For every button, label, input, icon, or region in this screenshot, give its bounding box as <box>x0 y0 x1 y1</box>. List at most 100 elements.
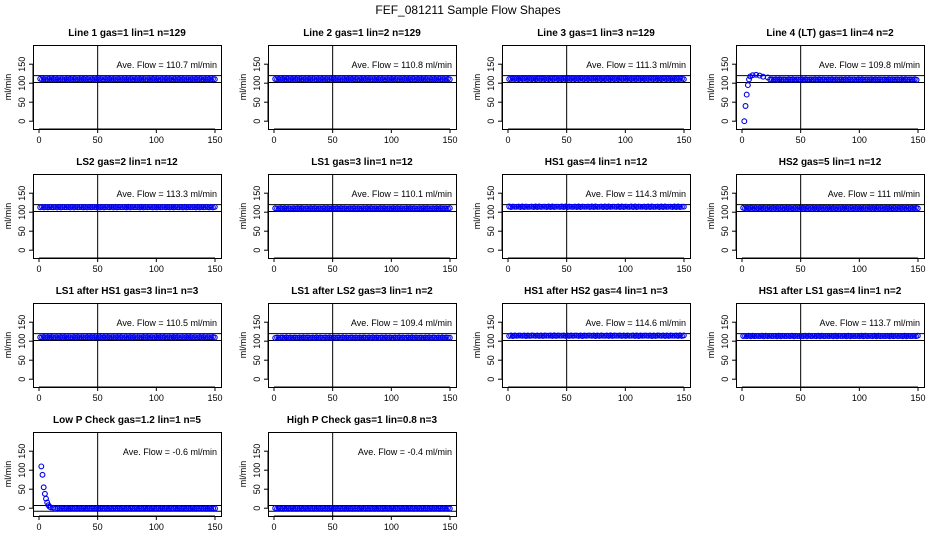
data-point <box>50 334 57 341</box>
x-tick-label: 50 <box>328 135 338 145</box>
x-tick-label: 150 <box>207 135 222 145</box>
data-points <box>272 334 453 341</box>
panel-title: LS1 gas=3 lin=1 n=12 <box>311 157 413 168</box>
data-point <box>633 75 640 82</box>
data-point <box>352 76 359 82</box>
data-point <box>334 334 341 341</box>
data-point <box>837 333 844 340</box>
data-point <box>206 334 213 341</box>
x-tick-label: 100 <box>618 264 633 274</box>
x-tick-label: 0 <box>36 522 41 532</box>
data-point <box>524 203 531 210</box>
data-point <box>543 332 550 339</box>
average-flow-annotation: Ave. Flow = 111.3 ml/min <box>586 60 686 70</box>
x-tick-label: 100 <box>149 522 164 532</box>
x-tick-label: 100 <box>384 522 399 532</box>
panel-title: Line 4 (LT) gas=1 lin=4 n=2 <box>766 28 894 39</box>
data-point <box>850 333 857 340</box>
data-point <box>626 332 633 339</box>
data-point <box>753 332 760 339</box>
x-tick-label: 150 <box>910 393 925 403</box>
panel-2: Line 2 gas=1 lin=2 n=129 0 50 100 150 0 50 100 1… <box>238 28 458 145</box>
x-tick-label: 100 <box>852 393 867 403</box>
panel-title: Line 3 gas=1 lin=3 n=129 <box>537 28 655 39</box>
y-tick-label: 50 <box>486 355 496 365</box>
data-point <box>211 203 218 210</box>
data-point <box>287 205 294 212</box>
data-point <box>820 205 827 211</box>
data-points <box>740 332 921 340</box>
data-point <box>319 334 326 341</box>
data-point <box>903 204 910 211</box>
y-tick-label: 0 <box>252 248 262 253</box>
data-point <box>613 332 620 339</box>
data-point <box>881 333 887 339</box>
data-point <box>777 204 784 211</box>
y-tick-label: 0 <box>252 119 262 124</box>
data-point <box>183 505 190 512</box>
data-point <box>65 334 72 341</box>
data-point <box>904 76 911 83</box>
average-flow-annotation: Ave. Flow = 114.6 ml/min <box>586 318 686 328</box>
data-point <box>778 76 785 83</box>
data-point <box>749 205 756 212</box>
x-tick-label: 100 <box>852 135 867 145</box>
data-point <box>877 205 884 211</box>
y-tick-label: 100 <box>17 76 27 91</box>
x-tick-label: 0 <box>36 264 41 274</box>
data-point <box>409 76 416 82</box>
panel-10: LS1 after LS2 gas=3 lin=1 n=2 0 50 100 150 0 5… <box>238 286 458 403</box>
y-tick-label: 0 <box>252 377 262 382</box>
plot-frame <box>33 303 222 388</box>
panel-title: HS2 gas=5 lin=1 n=12 <box>779 157 882 168</box>
data-point <box>662 75 668 82</box>
figure-title: FEF_081211 Sample Flow Shapes <box>375 3 560 17</box>
data-point <box>366 76 372 82</box>
data-point <box>650 203 657 210</box>
x-tick-label: 100 <box>852 264 867 274</box>
data-point <box>609 203 616 210</box>
data-point <box>37 334 44 341</box>
panel-3: Line 3 gas=1 lin=3 n=129 0 50 100 150 0 50 100 1… <box>472 28 692 145</box>
data-point <box>756 72 763 79</box>
y-tick-label: 0 <box>720 119 730 124</box>
panel-11: HS1 after HS2 gas=4 lin=1 n=3 0 50 100 150 0 5… <box>472 286 692 403</box>
x-tick-label: 0 <box>505 393 510 403</box>
data-point <box>86 76 92 83</box>
data-point <box>183 76 190 83</box>
data-point <box>424 76 431 83</box>
x-tick-label: 50 <box>328 264 338 274</box>
data-points <box>37 203 218 211</box>
data-point <box>637 203 644 210</box>
data-point <box>849 76 856 83</box>
data-point <box>536 75 543 82</box>
data-point <box>594 203 601 210</box>
data-point <box>381 76 388 83</box>
plot-frame <box>502 174 691 259</box>
y-axis-label: ml/min <box>472 74 482 101</box>
x-tick-label: 150 <box>207 264 222 274</box>
data-point <box>446 505 453 512</box>
x-tick-label: 50 <box>93 135 103 145</box>
data-point <box>540 203 546 210</box>
data-point <box>328 205 335 212</box>
data-point <box>336 505 342 512</box>
x-tick-label: 50 <box>562 135 572 145</box>
data-point <box>147 334 154 341</box>
x-tick-label: 150 <box>910 135 925 145</box>
data-point <box>61 204 68 211</box>
data-points <box>741 71 920 125</box>
x-tick-label: 0 <box>271 264 276 274</box>
x-tick-label: 150 <box>442 264 457 274</box>
average-flow-annotation: Ave. Flow = -0.4 ml/min <box>358 447 452 457</box>
x-tick-label: 150 <box>676 135 691 145</box>
data-point <box>834 76 841 83</box>
data-point <box>743 91 750 98</box>
x-tick-label: 100 <box>618 393 633 403</box>
y-tick-label: 150 <box>17 186 27 201</box>
x-tick-label: 50 <box>562 264 572 274</box>
data-point <box>819 205 825 212</box>
panel-title: HS1 after LS1 gas=4 lin=1 n=2 <box>759 286 902 297</box>
x-tick-label: 0 <box>271 522 276 532</box>
average-flow-annotation: Ave. Flow = 113.7 ml/min <box>820 318 920 328</box>
